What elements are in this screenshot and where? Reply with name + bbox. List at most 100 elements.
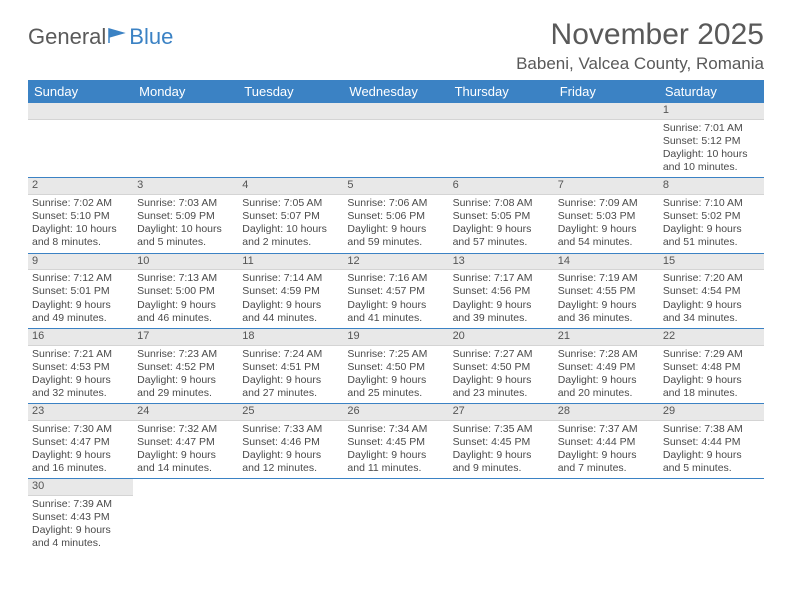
day-dl2: and 23 minutes. [453, 387, 550, 400]
day-dl1: Daylight: 10 hours [137, 223, 234, 236]
day-dl1: Daylight: 9 hours [137, 374, 234, 387]
day-number [659, 479, 764, 495]
day-number: 18 [238, 329, 343, 346]
day-cell: 27Sunrise: 7:35 AMSunset: 4:45 PMDayligh… [449, 404, 554, 478]
day-dl2: and 5 minutes. [137, 236, 234, 249]
day-sunrise: Sunrise: 7:02 AM [32, 197, 129, 210]
day-cell: 8Sunrise: 7:10 AMSunset: 5:02 PMDaylight… [659, 178, 764, 252]
day-sunrise: Sunrise: 7:25 AM [347, 348, 444, 361]
day-dl1: Daylight: 9 hours [32, 449, 129, 462]
day-number: 15 [659, 254, 764, 271]
day-cell: 26Sunrise: 7:34 AMSunset: 4:45 PMDayligh… [343, 404, 448, 478]
day-cell: 5Sunrise: 7:06 AMSunset: 5:06 PMDaylight… [343, 178, 448, 252]
day-number [449, 103, 554, 120]
day-dl2: and 11 minutes. [347, 462, 444, 475]
day-body: Sunrise: 7:28 AMSunset: 4:49 PMDaylight:… [554, 346, 659, 404]
day-number: 23 [28, 404, 133, 421]
day-dl1: Daylight: 9 hours [347, 374, 444, 387]
day-sunset: Sunset: 4:57 PM [347, 285, 444, 298]
day-cell: 12Sunrise: 7:16 AMSunset: 4:57 PMDayligh… [343, 254, 448, 328]
day-number: 27 [449, 404, 554, 421]
day-sunrise: Sunrise: 7:03 AM [137, 197, 234, 210]
day-cell: 13Sunrise: 7:17 AMSunset: 4:56 PMDayligh… [449, 254, 554, 328]
week-row: 9Sunrise: 7:12 AMSunset: 5:01 PMDaylight… [28, 254, 764, 329]
day-body [238, 120, 343, 170]
day-sunrise: Sunrise: 7:20 AM [663, 272, 760, 285]
day-number: 2 [28, 178, 133, 195]
day-dl1: Daylight: 9 hours [453, 374, 550, 387]
week-row: 16Sunrise: 7:21 AMSunset: 4:53 PMDayligh… [28, 329, 764, 404]
weekday-label: Monday [133, 80, 238, 103]
day-body: Sunrise: 7:13 AMSunset: 5:00 PMDaylight:… [133, 270, 238, 328]
day-number: 29 [659, 404, 764, 421]
day-cell: 4Sunrise: 7:05 AMSunset: 5:07 PMDaylight… [238, 178, 343, 252]
day-cell: 24Sunrise: 7:32 AMSunset: 4:47 PMDayligh… [133, 404, 238, 478]
day-sunrise: Sunrise: 7:34 AM [347, 423, 444, 436]
day-body: Sunrise: 7:08 AMSunset: 5:05 PMDaylight:… [449, 195, 554, 253]
day-number [343, 479, 448, 495]
day-sunrise: Sunrise: 7:06 AM [347, 197, 444, 210]
empty-day-cell [238, 103, 343, 177]
day-cell: 19Sunrise: 7:25 AMSunset: 4:50 PMDayligh… [343, 329, 448, 403]
day-number [238, 103, 343, 120]
day-sunrise: Sunrise: 7:33 AM [242, 423, 339, 436]
day-body [449, 120, 554, 170]
day-body: Sunrise: 7:23 AMSunset: 4:52 PMDaylight:… [133, 346, 238, 404]
day-dl1: Daylight: 9 hours [663, 223, 760, 236]
day-cell: 30Sunrise: 7:39 AMSunset: 4:43 PMDayligh… [28, 479, 133, 553]
day-sunrise: Sunrise: 7:37 AM [558, 423, 655, 436]
day-sunrise: Sunrise: 7:08 AM [453, 197, 550, 210]
day-body [554, 120, 659, 170]
day-number: 16 [28, 329, 133, 346]
day-dl2: and 4 minutes. [32, 537, 129, 550]
empty-day-cell [133, 479, 238, 553]
day-cell: 14Sunrise: 7:19 AMSunset: 4:55 PMDayligh… [554, 254, 659, 328]
day-number: 22 [659, 329, 764, 346]
day-cell: 18Sunrise: 7:24 AMSunset: 4:51 PMDayligh… [238, 329, 343, 403]
day-body: Sunrise: 7:38 AMSunset: 4:44 PMDaylight:… [659, 421, 764, 479]
day-number [554, 103, 659, 120]
day-dl2: and 5 minutes. [663, 462, 760, 475]
day-dl2: and 20 minutes. [558, 387, 655, 400]
day-sunset: Sunset: 5:01 PM [32, 285, 129, 298]
day-number: 13 [449, 254, 554, 271]
day-cell: 10Sunrise: 7:13 AMSunset: 5:00 PMDayligh… [133, 254, 238, 328]
day-sunset: Sunset: 5:07 PM [242, 210, 339, 223]
logo: General Blue [28, 24, 173, 50]
calendar: SundayMondayTuesdayWednesdayThursdayFrid… [28, 80, 764, 554]
day-sunset: Sunset: 4:54 PM [663, 285, 760, 298]
day-dl2: and 44 minutes. [242, 312, 339, 325]
empty-day-cell [449, 103, 554, 177]
day-sunrise: Sunrise: 7:35 AM [453, 423, 550, 436]
day-dl1: Daylight: 9 hours [558, 299, 655, 312]
day-sunset: Sunset: 4:52 PM [137, 361, 234, 374]
day-dl1: Daylight: 9 hours [32, 299, 129, 312]
day-number: 24 [133, 404, 238, 421]
day-body: Sunrise: 7:14 AMSunset: 4:59 PMDaylight:… [238, 270, 343, 328]
day-body: Sunrise: 7:33 AMSunset: 4:46 PMDaylight:… [238, 421, 343, 479]
day-sunrise: Sunrise: 7:05 AM [242, 197, 339, 210]
day-dl1: Daylight: 9 hours [32, 524, 129, 537]
day-number [238, 479, 343, 495]
day-number: 21 [554, 329, 659, 346]
day-body: Sunrise: 7:39 AMSunset: 4:43 PMDaylight:… [28, 496, 133, 554]
day-number: 1 [659, 103, 764, 120]
day-number: 20 [449, 329, 554, 346]
day-sunset: Sunset: 4:47 PM [137, 436, 234, 449]
day-cell: 20Sunrise: 7:27 AMSunset: 4:50 PMDayligh… [449, 329, 554, 403]
day-dl1: Daylight: 9 hours [347, 449, 444, 462]
day-sunrise: Sunrise: 7:38 AM [663, 423, 760, 436]
day-body: Sunrise: 7:24 AMSunset: 4:51 PMDaylight:… [238, 346, 343, 404]
day-dl1: Daylight: 9 hours [32, 374, 129, 387]
day-dl1: Daylight: 9 hours [137, 449, 234, 462]
day-cell: 21Sunrise: 7:28 AMSunset: 4:49 PMDayligh… [554, 329, 659, 403]
weekday-header-row: SundayMondayTuesdayWednesdayThursdayFrid… [28, 80, 764, 103]
day-dl2: and 2 minutes. [242, 236, 339, 249]
day-dl2: and 14 minutes. [137, 462, 234, 475]
day-cell: 6Sunrise: 7:08 AMSunset: 5:05 PMDaylight… [449, 178, 554, 252]
day-sunset: Sunset: 4:56 PM [453, 285, 550, 298]
day-cell: 1Sunrise: 7:01 AMSunset: 5:12 PMDaylight… [659, 103, 764, 177]
day-sunset: Sunset: 4:51 PM [242, 361, 339, 374]
day-sunset: Sunset: 5:00 PM [137, 285, 234, 298]
day-cell: 7Sunrise: 7:09 AMSunset: 5:03 PMDaylight… [554, 178, 659, 252]
